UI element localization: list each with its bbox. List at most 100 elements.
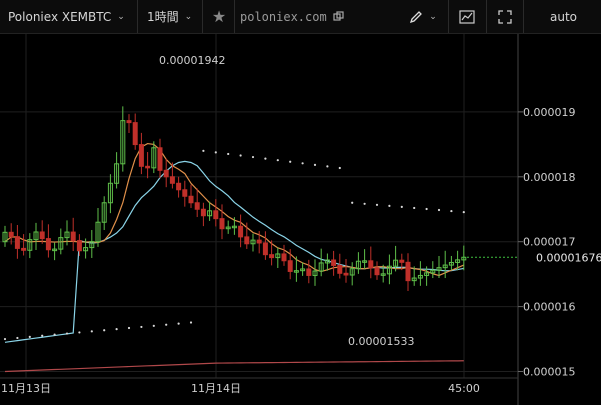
moving-average-mid: [4, 160, 464, 343]
time-tick-label: 45:00: [448, 382, 480, 395]
candle-body: [318, 262, 324, 272]
grid: [0, 34, 518, 378]
open-external-icon: [333, 11, 344, 21]
candle-body: [293, 270, 299, 273]
price-chart[interactable]: 0.000019 0.000018 0.000017 0.000016 0.000015…: [0, 34, 601, 405]
fullscreen-icon: [498, 9, 512, 24]
candle-body: [312, 270, 318, 276]
psar-dot: [41, 334, 44, 337]
price-axis[interactable]: 0.000019 0.000018 0.000017 0.000016 0.000015: [518, 106, 576, 379]
candle-body: [455, 259, 461, 263]
candle-body: [368, 260, 374, 269]
psar-dot: [313, 163, 317, 166]
candle-body: [145, 165, 151, 169]
candle-body: [27, 239, 33, 251]
psar-dot: [152, 324, 155, 327]
candle-body: [151, 147, 157, 169]
candle-body: [114, 163, 120, 184]
candle-body: [355, 260, 361, 270]
candle-body: [436, 267, 442, 271]
candle-body: [362, 260, 368, 263]
symbol-label: Poloniex XEMBTC: [8, 9, 112, 24]
candle-body: [238, 225, 244, 238]
candle-body: [64, 231, 70, 239]
psar-dot: [115, 328, 118, 331]
time-tick-label: 11月13日: [1, 382, 51, 395]
candle-body: [39, 231, 45, 240]
candle-body: [324, 259, 330, 264]
ma-long-line: [4, 360, 464, 373]
candle-body: [89, 241, 95, 249]
psar-dot: [28, 335, 31, 338]
indicators-button[interactable]: [452, 0, 482, 33]
chevron-down-icon: ⌄: [429, 11, 437, 22]
chevron-down-icon: ⌄: [117, 11, 125, 22]
psar-dot: [214, 151, 217, 154]
candle-body: [138, 144, 144, 167]
candle-body: [411, 277, 417, 282]
low-price-label: 0.00001533: [348, 335, 414, 348]
chart-toolbar: Poloniex XEMBTC ⌄ 1時間 ⌄ ★ poloniex.com ⌄: [0, 0, 601, 34]
high-price-label: 0.00001942: [159, 54, 225, 67]
psar-dot: [400, 205, 403, 209]
psar-dot: [425, 207, 428, 211]
candle-body: [393, 259, 399, 267]
psar-dot: [16, 336, 19, 340]
chart-canvas[interactable]: 0.000019 0.000018 0.000017 0.000016 0.000015…: [0, 34, 601, 405]
psar-dot: [103, 329, 106, 332]
psar-dot: [189, 321, 193, 324]
psar-dot: [276, 159, 279, 162]
psar-dot: [437, 208, 441, 212]
candle-body: [8, 231, 14, 238]
indicators-icon: [459, 9, 475, 24]
candle-body: [256, 239, 262, 244]
candle-body: [287, 260, 293, 272]
candle-body: [430, 269, 436, 274]
psar-dot: [375, 203, 379, 206]
candle-body: [269, 254, 275, 259]
psar-dot: [3, 337, 7, 341]
scale-mode-button[interactable]: auto: [550, 0, 590, 33]
candle-body: [21, 247, 27, 251]
candle-body: [120, 120, 126, 165]
time-axis[interactable]: 11月13日 11月14日 45:00: [1, 382, 480, 395]
time-tick-label: 11月14日: [191, 382, 241, 395]
candle-body: [405, 261, 411, 282]
ma-short-line: [4, 142, 465, 277]
candle-body: [33, 231, 39, 241]
candle-body: [200, 208, 206, 217]
candle-body: [262, 242, 268, 256]
star-favorite-button[interactable]: ★: [204, 0, 234, 33]
drawing-tools-button[interactable]: ⌄: [408, 0, 438, 33]
candle-body: [101, 202, 107, 223]
site-link[interactable]: poloniex.com: [240, 0, 350, 33]
psar-dot: [326, 165, 329, 168]
candle-body: [386, 265, 392, 275]
psar-dot: [450, 209, 453, 213]
psar-dot: [251, 155, 255, 159]
candle-body: [45, 238, 51, 251]
fullscreen-button[interactable]: [492, 0, 518, 33]
candle-body: [231, 225, 237, 229]
candle-body: [52, 248, 58, 252]
candle-body: [194, 202, 200, 210]
psar-dot: [165, 323, 168, 326]
psar-dot: [289, 160, 292, 163]
candle-body: [244, 236, 250, 245]
interval-selector[interactable]: 1時間 ⌄: [147, 0, 199, 33]
site-label: poloniex.com: [240, 9, 327, 24]
symbol-selector[interactable]: Poloniex XEMBTC ⌄: [8, 0, 130, 33]
candle-body: [374, 267, 380, 276]
candle-body: [176, 182, 182, 191]
psar-dot: [388, 204, 391, 207]
candle-body: [424, 272, 430, 276]
candle-body: [281, 253, 287, 262]
price-tick-label: 0.000018: [523, 171, 576, 184]
candle-body: [132, 122, 138, 146]
price-tick-label: 0.000016: [523, 301, 576, 314]
candle-body: [349, 268, 355, 276]
candle-body: [213, 210, 219, 220]
psar-dot: [462, 211, 465, 214]
candle-body: [300, 268, 306, 272]
scale-mode-label: auto: [550, 9, 578, 24]
